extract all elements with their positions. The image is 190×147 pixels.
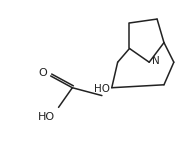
Text: O: O [38,68,47,78]
Text: N: N [152,56,160,66]
Text: HO: HO [94,84,110,94]
Text: HO: HO [38,112,55,122]
